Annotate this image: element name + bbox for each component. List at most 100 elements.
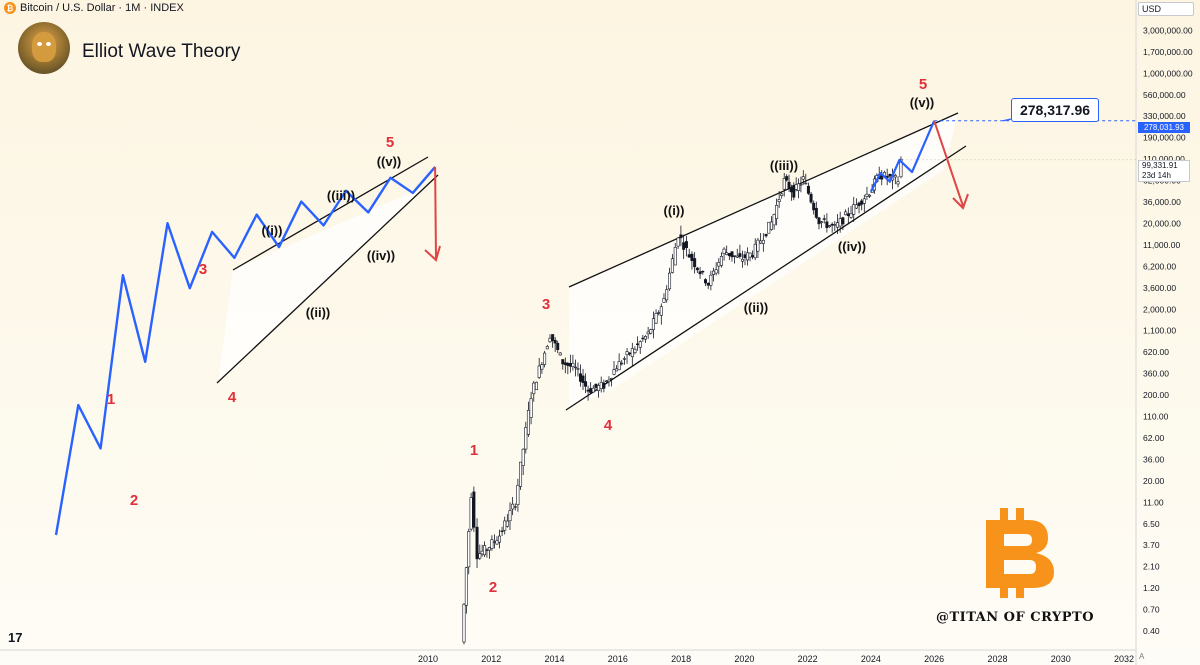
candle-body — [698, 271, 702, 275]
candle-body — [625, 351, 629, 356]
candle-body — [478, 553, 482, 559]
wave-label-black: ((i)) — [664, 203, 685, 218]
candle-body — [751, 255, 755, 258]
candle-body — [899, 158, 903, 178]
price-tick-label: 36.00 — [1143, 454, 1165, 464]
candle-body — [464, 567, 468, 606]
price-tick-label: 20,000.00 — [1143, 218, 1181, 228]
candle-body — [764, 233, 768, 237]
candle-body — [519, 461, 523, 487]
candle-body — [862, 198, 866, 204]
candle-body — [687, 254, 691, 258]
wedge-lower-line — [216, 174, 439, 384]
wave-label-black: ((v)) — [910, 95, 935, 110]
time-tick-label: 2032 — [1114, 654, 1134, 664]
target-price-callout: 278,317.96 — [1011, 98, 1099, 122]
candle-body — [830, 223, 834, 226]
candle-body — [485, 549, 489, 551]
candle-body — [636, 343, 640, 345]
candle-body — [462, 603, 466, 643]
wave-label-red: 5 — [919, 76, 927, 93]
wave-label-red: 1 — [470, 442, 478, 459]
candle-body — [712, 270, 716, 275]
candle-body — [743, 254, 747, 258]
price-tick-label: 3.70 — [1143, 540, 1160, 550]
candle-body — [753, 243, 757, 259]
candle-body — [508, 510, 512, 522]
wave-label-red: 5 — [386, 134, 394, 151]
wave-label-red: 4 — [604, 417, 613, 434]
candle-body — [782, 178, 786, 190]
candle-body — [822, 218, 826, 220]
auto-scale-button[interactable]: A — [1139, 652, 1145, 661]
currency-selector[interactable]: USD — [1138, 2, 1194, 16]
candle-body — [706, 282, 710, 286]
candle-body — [854, 204, 858, 209]
price-tick-label: 11.00 — [1143, 497, 1164, 507]
candle-body — [759, 240, 763, 244]
last-price-tag: 99,331.91 23d 14h — [1138, 160, 1190, 182]
candle-body — [806, 185, 810, 194]
price-tick-label: 110,000.00 — [1143, 154, 1185, 164]
candle-body — [659, 306, 663, 316]
last-price-value: 99,331.91 — [1142, 161, 1178, 170]
candle-body — [738, 253, 742, 257]
candle-body — [775, 205, 779, 220]
candle-body — [833, 224, 837, 226]
candle-body — [719, 256, 723, 266]
candle-body — [571, 362, 575, 367]
candle-body — [825, 221, 829, 228]
symbol-header[interactable]: ₿ Bitcoin / U.S. Dollar · 1M · INDEX — [4, 2, 184, 14]
candle-body — [516, 484, 520, 506]
candle-body — [649, 329, 653, 334]
candle-body — [769, 221, 773, 230]
wave-label-red: 3 — [542, 296, 550, 313]
wedge-fill — [569, 113, 958, 408]
candle-body — [543, 352, 547, 365]
candle-body — [553, 339, 557, 344]
candle-body — [609, 378, 613, 380]
candle-body — [746, 252, 750, 261]
projection-arrow-head — [952, 193, 969, 210]
bitcoin-icon: ₿ — [4, 2, 16, 14]
candle-body — [475, 526, 479, 560]
projected-wave-line — [869, 120, 936, 193]
wave-label-black: ((iii)) — [327, 188, 355, 203]
tradingview-logo[interactable]: 17 — [8, 630, 23, 645]
candle-body — [534, 381, 538, 391]
candle-body — [812, 202, 816, 211]
candle-body — [888, 174, 892, 177]
candle-body — [602, 382, 606, 389]
candle-body — [643, 336, 647, 340]
bar-countdown: 23d 14h — [1142, 171, 1171, 180]
candle-body — [846, 213, 850, 216]
candlesticks — [462, 156, 903, 645]
candle-body — [480, 550, 484, 555]
candle-body — [777, 199, 781, 202]
candle-body — [617, 361, 621, 371]
candle-body — [566, 362, 570, 366]
candle-body — [495, 540, 499, 545]
wave-label-black: ((iii)) — [770, 158, 798, 173]
candle-body — [654, 313, 658, 324]
candle-body — [467, 531, 471, 568]
candle-body — [730, 251, 734, 258]
brand-name: Elliot Wave Theory — [82, 41, 241, 62]
candle-body — [576, 368, 580, 370]
candle-body — [682, 242, 686, 250]
candle-body — [578, 373, 582, 382]
time-tick-label: 2016 — [608, 654, 628, 664]
candle-body — [727, 252, 731, 257]
candle-body — [646, 331, 650, 335]
candle-body — [622, 358, 626, 360]
candle-body — [787, 181, 791, 189]
candle-body — [893, 175, 897, 178]
price-tick-label: 1,700,000.00 — [1143, 47, 1193, 57]
bitcoin-logo-icon — [986, 508, 1054, 598]
watermark-text: @TITAN OF CRYPTO — [935, 610, 1095, 625]
wave-label-black: ((ii)) — [744, 300, 769, 315]
price-tick-label: 6.50 — [1143, 519, 1160, 529]
time-tick-label: 2024 — [861, 654, 881, 664]
time-tick-label: 2018 — [671, 654, 691, 664]
